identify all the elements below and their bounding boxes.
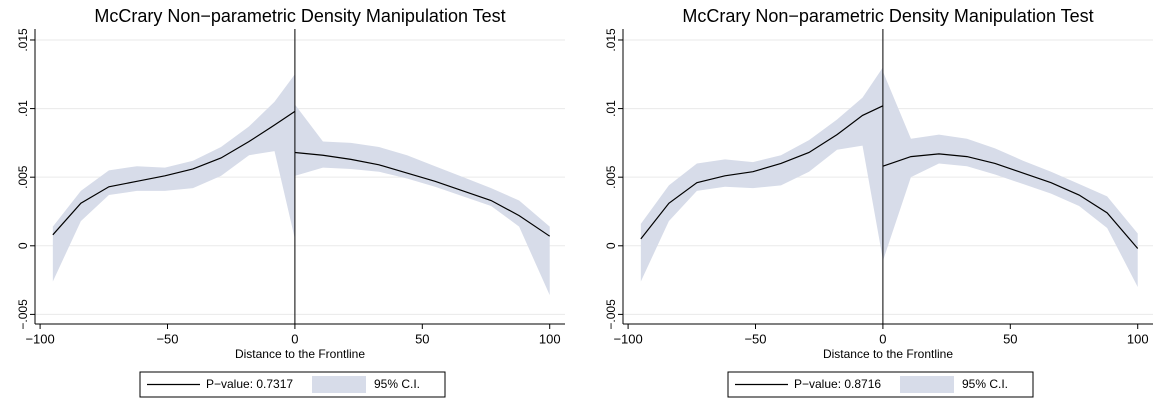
line: [52, 110, 296, 236]
y-tick-label: .005: [16, 165, 30, 189]
x-tick-label: −50: [156, 331, 178, 346]
x-tick-label: −100: [613, 331, 642, 346]
chart-title: McCrary Non−parametric Density Manipulat…: [682, 6, 1093, 26]
ci-band: [882, 71, 1138, 287]
x-tick-label: 100: [539, 331, 561, 346]
ci-band: [294, 104, 550, 296]
legend-swatch: [900, 376, 954, 393]
y-tick-label: .005: [604, 165, 618, 189]
y-tick-label: .01: [604, 100, 618, 117]
chart-title: McCrary Non−parametric Density Manipulat…: [94, 6, 505, 26]
y-tick-label: −.005: [604, 299, 618, 330]
legend-label: P−value: 0.8716: [794, 377, 881, 391]
line: [882, 153, 1139, 249]
line: [294, 151, 551, 237]
legend-label: P−value: 0.7317: [206, 377, 293, 391]
legend-label: 95% C.I.: [374, 377, 420, 391]
x-tick-label: 0: [879, 331, 886, 346]
x-tick-label: 0: [291, 331, 298, 346]
ci-band: [640, 67, 883, 282]
ci-band: [52, 74, 295, 282]
x-axis-label: Distance to the Frontline: [823, 347, 953, 361]
y-tick-label: 0: [604, 242, 618, 249]
x-tick-label: 50: [415, 331, 429, 346]
y-tick-label: .01: [16, 100, 30, 117]
y-tick-label: 0: [16, 242, 30, 249]
x-tick-label: −100: [25, 331, 54, 346]
legend: P−value: 0.7317 95% C.I.: [139, 371, 446, 398]
legend-label: 95% C.I.: [962, 377, 1008, 391]
line: [640, 105, 884, 240]
x-tick-label: 50: [1003, 331, 1017, 346]
chart: McCrary Non−parametric Density Manipulat…: [16, 6, 565, 398]
y-tick-label: −.005: [16, 299, 30, 330]
x-axis-label: Distance to the Frontline: [235, 347, 365, 361]
chart: McCrary Non−parametric Density Manipulat…: [604, 6, 1153, 398]
y-tick-label: .015: [604, 28, 618, 52]
x-tick-label: −50: [744, 331, 766, 346]
legend-swatch: [312, 376, 366, 393]
legend: P−value: 0.8716 95% C.I.: [727, 371, 1034, 398]
x-tick-label: 100: [1127, 331, 1149, 346]
y-tick-label: .015: [16, 28, 30, 52]
